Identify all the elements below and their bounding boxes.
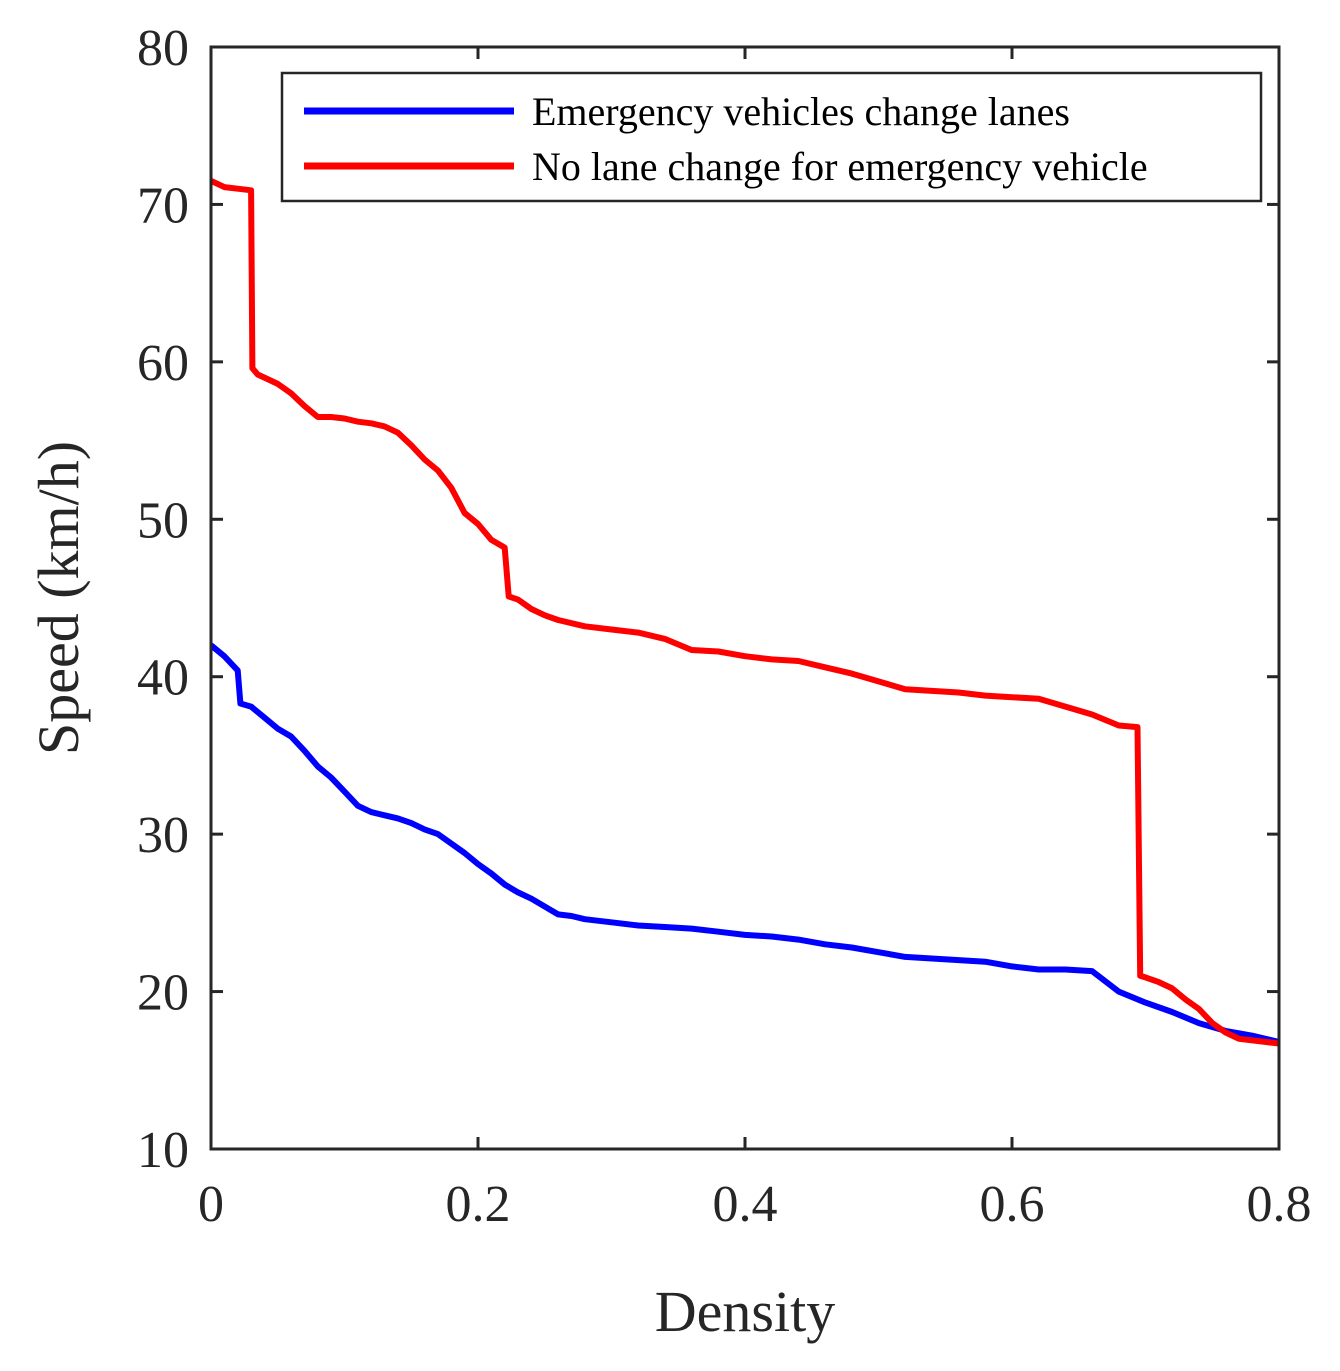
x-tick-label: 0.6	[980, 1176, 1045, 1233]
legend: Emergency vehicles change lanes No lane …	[280, 71, 1263, 203]
legend-box	[280, 71, 1263, 203]
y-tick-label: 30	[137, 807, 189, 864]
y-tick-label: 10	[137, 1122, 189, 1179]
y-tick-label: 40	[137, 650, 189, 707]
y-tick-label: 80	[137, 20, 189, 77]
x-tick-label: 0	[198, 1176, 224, 1233]
x-tick-label: 0.2	[446, 1176, 511, 1233]
y-tick-label: 60	[137, 335, 189, 392]
x-tick-label: 0.4	[713, 1176, 778, 1233]
y-tick-label: 20	[137, 965, 189, 1022]
series-layer	[211, 178, 1279, 1047]
series-line-no-lane-change	[211, 178, 1279, 1047]
series-line-emergency-lane-change	[211, 642, 1279, 1045]
x-axis-label: Density	[655, 1279, 835, 1344]
y-tick-label: 50	[137, 492, 189, 549]
legend-label-emergency-lane-change: Emergency vehicles change lanes	[532, 89, 1070, 134]
plot-area-frame	[209, 45, 1281, 1151]
legend-label-no-lane-change: No lane change for emergency vehicle	[532, 144, 1148, 189]
y-tick-label: 70	[137, 177, 189, 234]
x-tick-label: 0.8	[1247, 1176, 1312, 1233]
y-axis-label: Speed (km/h)	[26, 441, 91, 755]
